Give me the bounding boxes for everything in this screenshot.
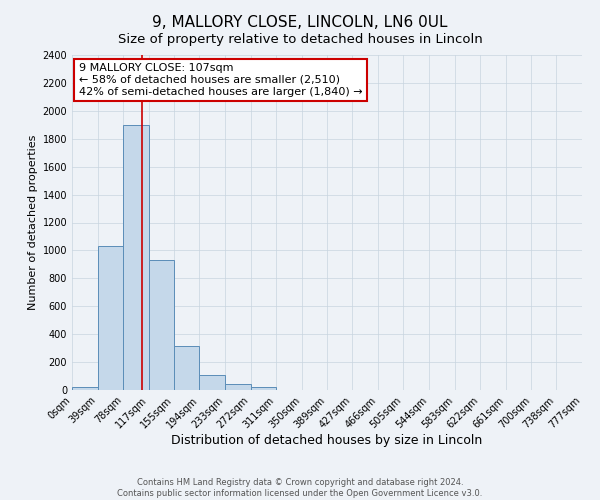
Text: Contains HM Land Registry data © Crown copyright and database right 2024.
Contai: Contains HM Land Registry data © Crown c… bbox=[118, 478, 482, 498]
Bar bbox=[98, 246, 123, 390]
X-axis label: Distribution of detached houses by size in Lincoln: Distribution of detached houses by size … bbox=[172, 434, 482, 447]
Bar bbox=[225, 384, 251, 390]
Bar bbox=[72, 387, 98, 390]
Text: Size of property relative to detached houses in Lincoln: Size of property relative to detached ho… bbox=[118, 32, 482, 46]
Text: 9, MALLORY CLOSE, LINCOLN, LN6 0UL: 9, MALLORY CLOSE, LINCOLN, LN6 0UL bbox=[152, 15, 448, 30]
Bar bbox=[149, 260, 174, 390]
Bar bbox=[123, 125, 149, 390]
Bar bbox=[251, 386, 276, 390]
Y-axis label: Number of detached properties: Number of detached properties bbox=[28, 135, 38, 310]
Bar bbox=[199, 376, 225, 390]
Text: 9 MALLORY CLOSE: 107sqm
← 58% of detached houses are smaller (2,510)
42% of semi: 9 MALLORY CLOSE: 107sqm ← 58% of detache… bbox=[79, 64, 362, 96]
Bar bbox=[174, 346, 199, 390]
